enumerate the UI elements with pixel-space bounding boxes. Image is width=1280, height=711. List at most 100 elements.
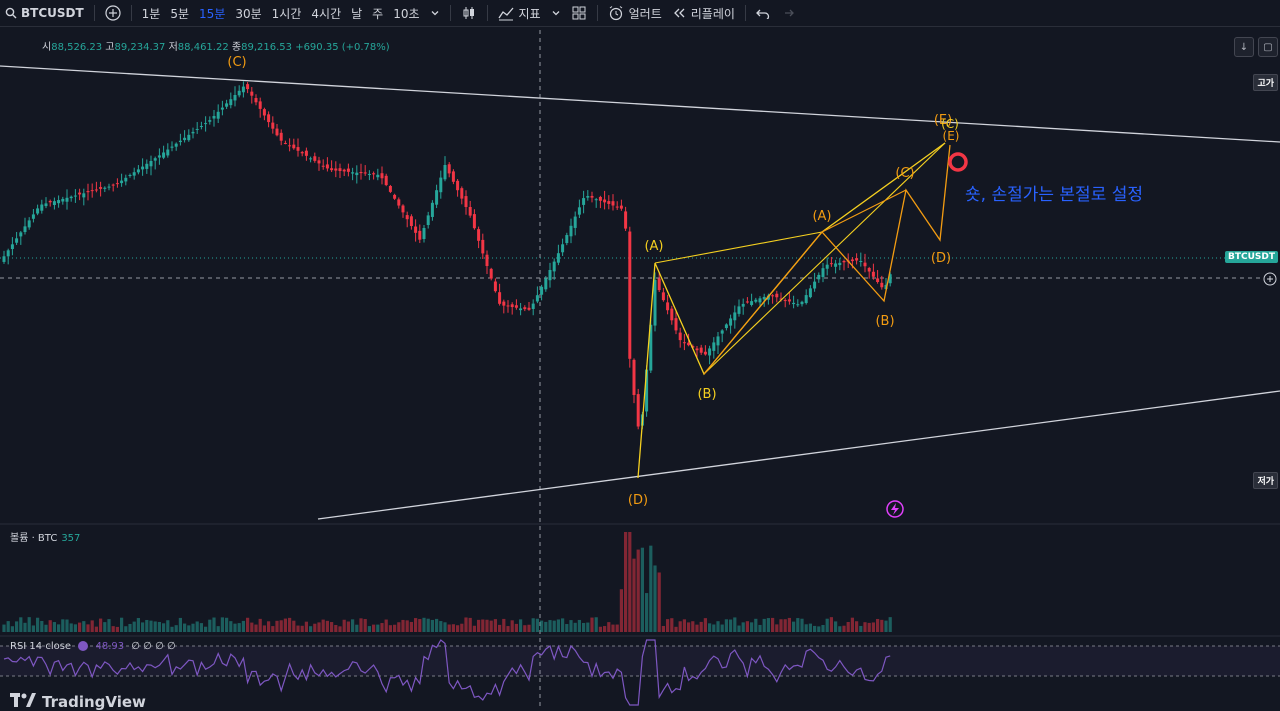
rsi-settings-icon[interactable] [78,641,89,651]
high-badge: 고가 [1253,74,1278,91]
candle-body [300,152,304,154]
add-plus-icon[interactable] [1263,272,1277,286]
inner-wave-line[interactable] [703,144,951,375]
wave-label-inner-c[interactable]: (C) [895,166,914,181]
volume-bar [834,621,838,632]
outer-wave-channel-top[interactable] [654,231,823,264]
alerts-label: 얼러트 [628,6,662,21]
interval-dropdown[interactable] [425,0,445,26]
volume-bar [153,621,157,632]
volume-bar [304,621,308,632]
divider [486,5,488,21]
candle-body [678,332,682,341]
lightning-icon[interactable] [886,500,904,518]
volume-bar [372,624,376,632]
volume-bar [241,620,245,632]
candle-body [409,216,413,227]
candle-body [481,239,485,254]
interval-10s[interactable]: 10초 [393,6,420,21]
interval-1h[interactable]: 1시간 [271,6,302,21]
wave-label-outer-e[interactable]: (E) [934,113,952,128]
replay-button[interactable]: 리플레이 [667,0,740,26]
interval-4h[interactable]: 4시간 [311,6,342,21]
candle-body [313,156,317,161]
volume-bar [817,626,821,632]
volume-bar [216,626,220,632]
wave-label-inner-a[interactable]: (A) [812,209,831,224]
volume-bar [191,623,195,632]
candle-body [372,173,376,175]
volume-bar [220,617,224,632]
wave-label-outer-c[interactable]: (C) [227,55,246,70]
candle-body [544,278,548,290]
candle-body [342,169,346,172]
symbol-search[interactable]: BTCUSDT [0,0,89,26]
wave-label-outer-d[interactable]: (D) [628,493,648,508]
alerts-button[interactable]: 얼러트 [603,0,667,26]
redo-button[interactable] [775,0,799,26]
upper-trendline[interactable] [0,65,1280,143]
interval-1m[interactable]: 1분 [141,6,161,21]
candle-body [771,295,775,297]
volume-bar [783,619,787,632]
wave-label-inner-e[interactable]: (E) [943,129,960,143]
trade-note-text[interactable]: 숏, 손절가는 본절로 설정 [965,185,1144,205]
lower-trendline[interactable] [317,390,1280,520]
candle-body [695,348,699,351]
volume-bar [82,621,86,632]
indicators-button[interactable]: 지표 [493,0,546,26]
wave-label-outer-a[interactable]: (A) [644,239,663,254]
undo-button[interactable] [751,0,775,26]
volume-bar [6,621,10,632]
layouts-button[interactable] [566,0,592,26]
candle-body [829,263,833,265]
volume-bar [346,621,350,632]
volume-bar [204,626,208,632]
volume-bar [388,625,392,632]
interval-15m[interactable]: 15분 [199,6,226,21]
target-circle-marker[interactable] [948,152,968,172]
volume-bar [607,622,611,632]
volume-bar [44,624,48,632]
interval-5m[interactable]: 5분 [170,6,190,21]
candle-body [195,128,199,130]
volume-bars [2,532,892,632]
interval-30m[interactable]: 30분 [235,6,262,21]
volume-bar [430,619,434,632]
volume-bar [325,620,329,632]
volume-bar [540,620,544,632]
candle-body [653,280,657,326]
wave-label-outer-b[interactable]: (B) [697,387,716,402]
candle-body [783,300,787,302]
volume-bar [456,625,460,632]
tradingview-logo[interactable]: TradingView [10,693,146,711]
inner-wave-channel[interactable] [821,189,907,233]
wave-label-inner-c-top[interactable]: (C) [941,117,959,131]
compare-button[interactable] [100,0,126,26]
divider [130,5,132,21]
wave-label-inner-b[interactable]: (B) [875,314,894,329]
candle-body [737,306,741,314]
volume-bar [741,622,745,632]
templates-dropdown[interactable] [546,0,566,26]
scroll-to-latest-button[interactable]: ↓ [1234,37,1254,57]
outer-wave-channel-bottom[interactable] [703,142,946,375]
volume-bar [267,621,271,632]
volume-bar [447,624,451,632]
alarm-clock-icon [608,5,624,21]
volume-bar [850,617,854,632]
candle-body [850,259,854,262]
replay-label: 리플레이 [690,6,735,21]
volume-bar [758,624,762,632]
fullscreen-button[interactable]: ▢ [1258,37,1278,57]
wave-label-inner-d[interactable]: (D) [931,251,951,266]
interval-1d[interactable]: 날 [351,6,363,21]
chart-type-button[interactable] [456,0,482,26]
candles [2,81,892,430]
price-chart[interactable]: (A) (B) (C) (D) (E) (C) (A) (B) (C) (D) … [0,27,1280,709]
candle-body [779,298,783,300]
candle-body [115,183,119,185]
volume-bar [586,622,590,632]
interval-1w[interactable]: 주 [372,6,384,21]
volume-bar [724,619,728,632]
